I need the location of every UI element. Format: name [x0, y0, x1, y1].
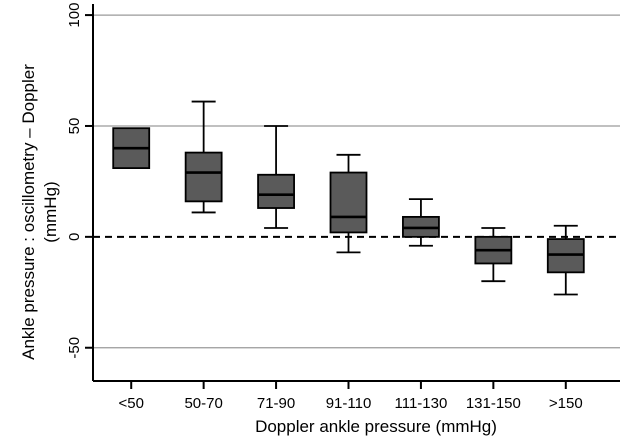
x-tick-label-5: 111-130	[395, 395, 448, 412]
box-3	[257, 125, 295, 229]
y-tick-label-50: 50	[66, 118, 83, 135]
x-tick-label-6: 131-150	[466, 395, 521, 412]
box-6	[474, 227, 513, 283]
y-axis-title-line-1: Ankle pressure : oscillometry – Doppler	[19, 64, 38, 360]
box-7	[546, 224, 585, 296]
x-axis-title: Doppler ankle pressure (mmHg)	[255, 417, 497, 436]
y-tick-label-0: 0	[66, 233, 83, 241]
y-tick-labels: 100 50 0 -50	[66, 3, 83, 359]
x-tick-label-7: >150	[549, 395, 583, 412]
boxes	[112, 100, 585, 296]
box-1	[112, 127, 151, 170]
x-tick-label-2: 50-70	[184, 395, 222, 412]
y-tick-label--50: -50	[66, 337, 83, 359]
gridlines	[93, 14, 620, 349]
y-axis-title: Ankle pressure : oscillometry – Doppler …	[19, 64, 60, 360]
box-4	[329, 153, 368, 254]
box-body	[184, 151, 223, 203]
y-axis-title-line-2: (mmHg)	[41, 181, 60, 242]
box-5	[402, 198, 440, 247]
box-2	[184, 100, 223, 214]
box-body	[329, 171, 368, 234]
x-tick-label-4: 91-110	[326, 395, 372, 412]
axes	[85, 4, 620, 389]
x-tick-label-1: <50	[118, 395, 143, 412]
x-tick-labels: <50 50-70 71-90 91-110 111-130 131-150 >150	[118, 395, 582, 412]
x-tick-label-3: 71-90	[257, 395, 295, 412]
box-body	[257, 173, 295, 209]
y-tick-label-100: 100	[66, 3, 83, 28]
